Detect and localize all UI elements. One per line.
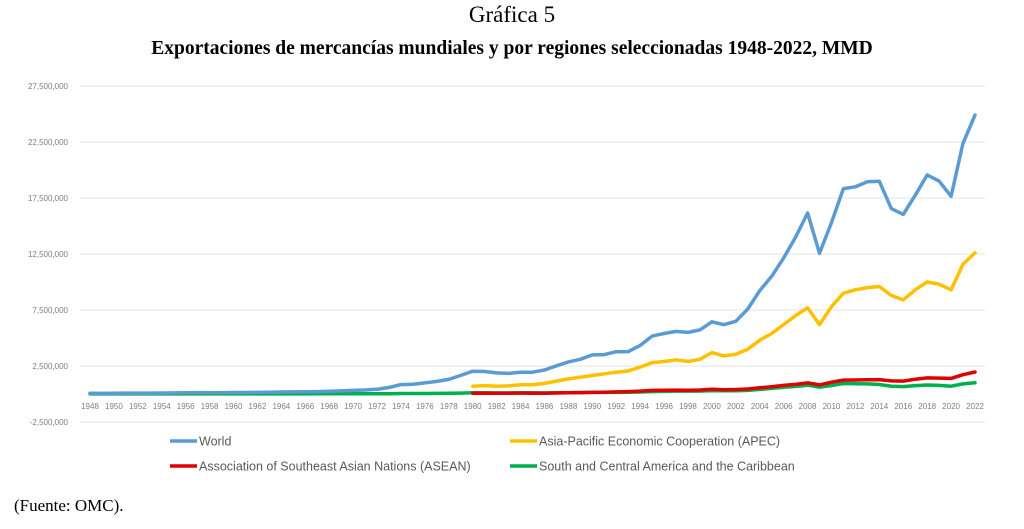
x-tick-label: 1956: [177, 402, 195, 411]
x-tick-label: 2016: [894, 402, 912, 411]
y-tick-label: 27,500,000: [28, 82, 69, 91]
source-note: (Fuente: OMC).: [14, 496, 124, 515]
legend-label: Association of Southeast Asian Nations (…: [199, 460, 471, 474]
y-tick-label: 12,500,000: [28, 250, 69, 259]
legend-label: World: [199, 435, 231, 449]
x-tick-label: 1948: [81, 402, 99, 411]
x-tick-label: 1950: [105, 402, 123, 411]
x-tick-label: 2020: [942, 402, 960, 411]
x-tick-label: 1982: [488, 402, 506, 411]
x-tick-label: 1978: [440, 402, 458, 411]
x-tick-label: 1960: [225, 402, 243, 411]
series-line-2: [470, 370, 977, 395]
x-tick-label: 1996: [655, 402, 673, 411]
y-tick-label: -2,500,000: [30, 418, 69, 427]
x-tick-label: 2008: [799, 402, 817, 411]
x-tick-label: 2002: [727, 402, 745, 411]
series-line-0: [88, 113, 977, 396]
x-tick-label: 1984: [512, 402, 530, 411]
series-line-1: [470, 251, 977, 388]
x-tick-label: 1968: [320, 402, 338, 411]
figure-heading: Gráfica 5: [468, 2, 556, 27]
x-tick-label: 2000: [703, 402, 721, 411]
x-tick-label: 1976: [416, 402, 434, 411]
x-tick-label: 2018: [918, 402, 936, 411]
x-tick-label: 1970: [344, 402, 362, 411]
x-tick-label: 1972: [368, 402, 386, 411]
x-tick-label: 1966: [296, 402, 314, 411]
y-tick-label: 22,500,000: [28, 138, 69, 147]
x-tick-label: 1998: [679, 402, 697, 411]
legend-label: Asia-Pacific Economic Cooperation (APEC): [539, 435, 780, 449]
chart-title: Exportaciones de mercancías mundiales y …: [151, 38, 873, 59]
x-tick-label: 1952: [129, 402, 147, 411]
y-tick-label: 17,500,000: [28, 194, 69, 203]
x-tick-label: 1992: [607, 402, 625, 411]
x-tick-label: 1974: [392, 402, 410, 411]
x-tick-label: 1962: [249, 402, 267, 411]
x-tick-label: 2014: [870, 402, 888, 411]
x-tick-label: 1980: [464, 402, 482, 411]
y-tick-label: 2,500,000: [32, 362, 68, 371]
x-tick-label: 1986: [536, 402, 554, 411]
y-tick-label: 7,500,000: [32, 306, 68, 315]
x-tick-label: 2022: [966, 402, 984, 411]
x-tick-label: 1964: [272, 402, 290, 411]
x-tick-label: 1954: [153, 402, 171, 411]
x-tick-label: 1988: [559, 402, 577, 411]
x-tick-label: 2010: [823, 402, 841, 411]
x-tick-label: 1990: [583, 402, 601, 411]
x-tick-label: 1994: [631, 402, 649, 411]
x-tick-label: 2004: [751, 402, 769, 411]
x-tick-label: 2006: [775, 402, 793, 411]
legend-label: South and Central America and the Caribb…: [539, 460, 795, 474]
x-tick-label: 1958: [201, 402, 219, 411]
x-tick-label: 2012: [847, 402, 865, 411]
